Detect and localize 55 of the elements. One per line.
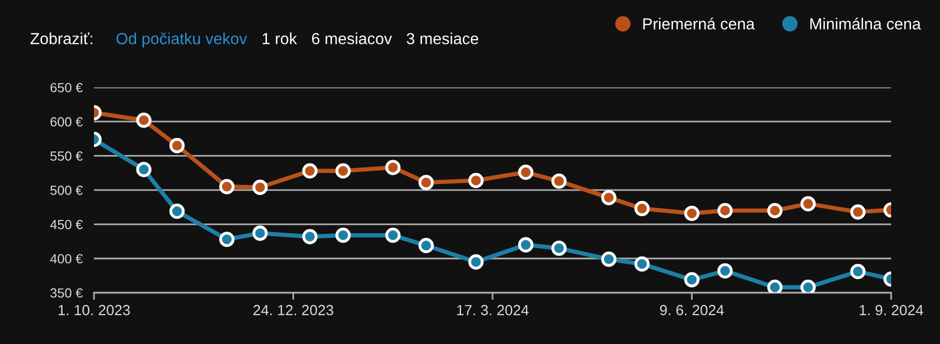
legend-label: Priemerná cena: [643, 18, 755, 30]
point: [717, 202, 733, 218]
point: [302, 228, 318, 244]
point: [800, 196, 816, 212]
x-tick-label: 9. 6. 2024: [660, 304, 724, 316]
text: 6 mesiacov: [312, 32, 392, 44]
text: Zobraziť:: [30, 32, 92, 44]
point: [335, 228, 351, 243]
legend-label: Minimálna cena: [810, 18, 921, 30]
point: [252, 226, 268, 241]
point: [684, 206, 700, 221]
point: [800, 280, 816, 293]
point: [634, 200, 650, 216]
point: [302, 163, 318, 179]
x-tick-label: 17. 3. 2024: [457, 304, 529, 316]
point: [601, 252, 616, 267]
point: [601, 190, 616, 206]
point: [518, 237, 534, 252]
text: 1 rok: [262, 32, 298, 44]
text: Od počiatku vekov: [116, 32, 248, 48]
text: 3 mesiace: [406, 32, 478, 44]
y-tick-label: 650 €: [50, 82, 83, 92]
point: [418, 238, 434, 254]
point: [219, 232, 234, 247]
y-tick-label: 400 €: [50, 254, 83, 264]
point: [219, 179, 234, 194]
x-tick-label: 24. 12. 2023: [253, 304, 334, 316]
point: [136, 112, 152, 128]
point: [385, 228, 401, 243]
point: [551, 240, 567, 256]
point: [684, 272, 700, 288]
point: [717, 263, 733, 278]
point: [169, 204, 185, 219]
point: [335, 163, 351, 179]
point: [767, 280, 783, 293]
point: [385, 160, 401, 176]
point: [767, 202, 783, 218]
point: [169, 138, 185, 154]
y-tick-label: 600 €: [50, 117, 83, 127]
point: [850, 264, 866, 280]
point: [634, 256, 650, 272]
point: [518, 164, 534, 180]
y-tick-label: 550 €: [50, 151, 83, 161]
point: [418, 174, 434, 190]
y-tick-label: 450 €: [50, 220, 83, 230]
y-tick-label: 500 €: [50, 186, 83, 195]
x-tick-label: 1. 9. 2024: [860, 304, 924, 316]
point: [850, 204, 866, 220]
point: [468, 172, 484, 188]
y-tick-label: 350 €: [50, 288, 83, 298]
point: [468, 254, 484, 270]
point: [136, 162, 152, 178]
x-tick-label: 1. 10. 2023: [58, 304, 130, 316]
point: [551, 174, 567, 189]
point: [252, 180, 268, 195]
